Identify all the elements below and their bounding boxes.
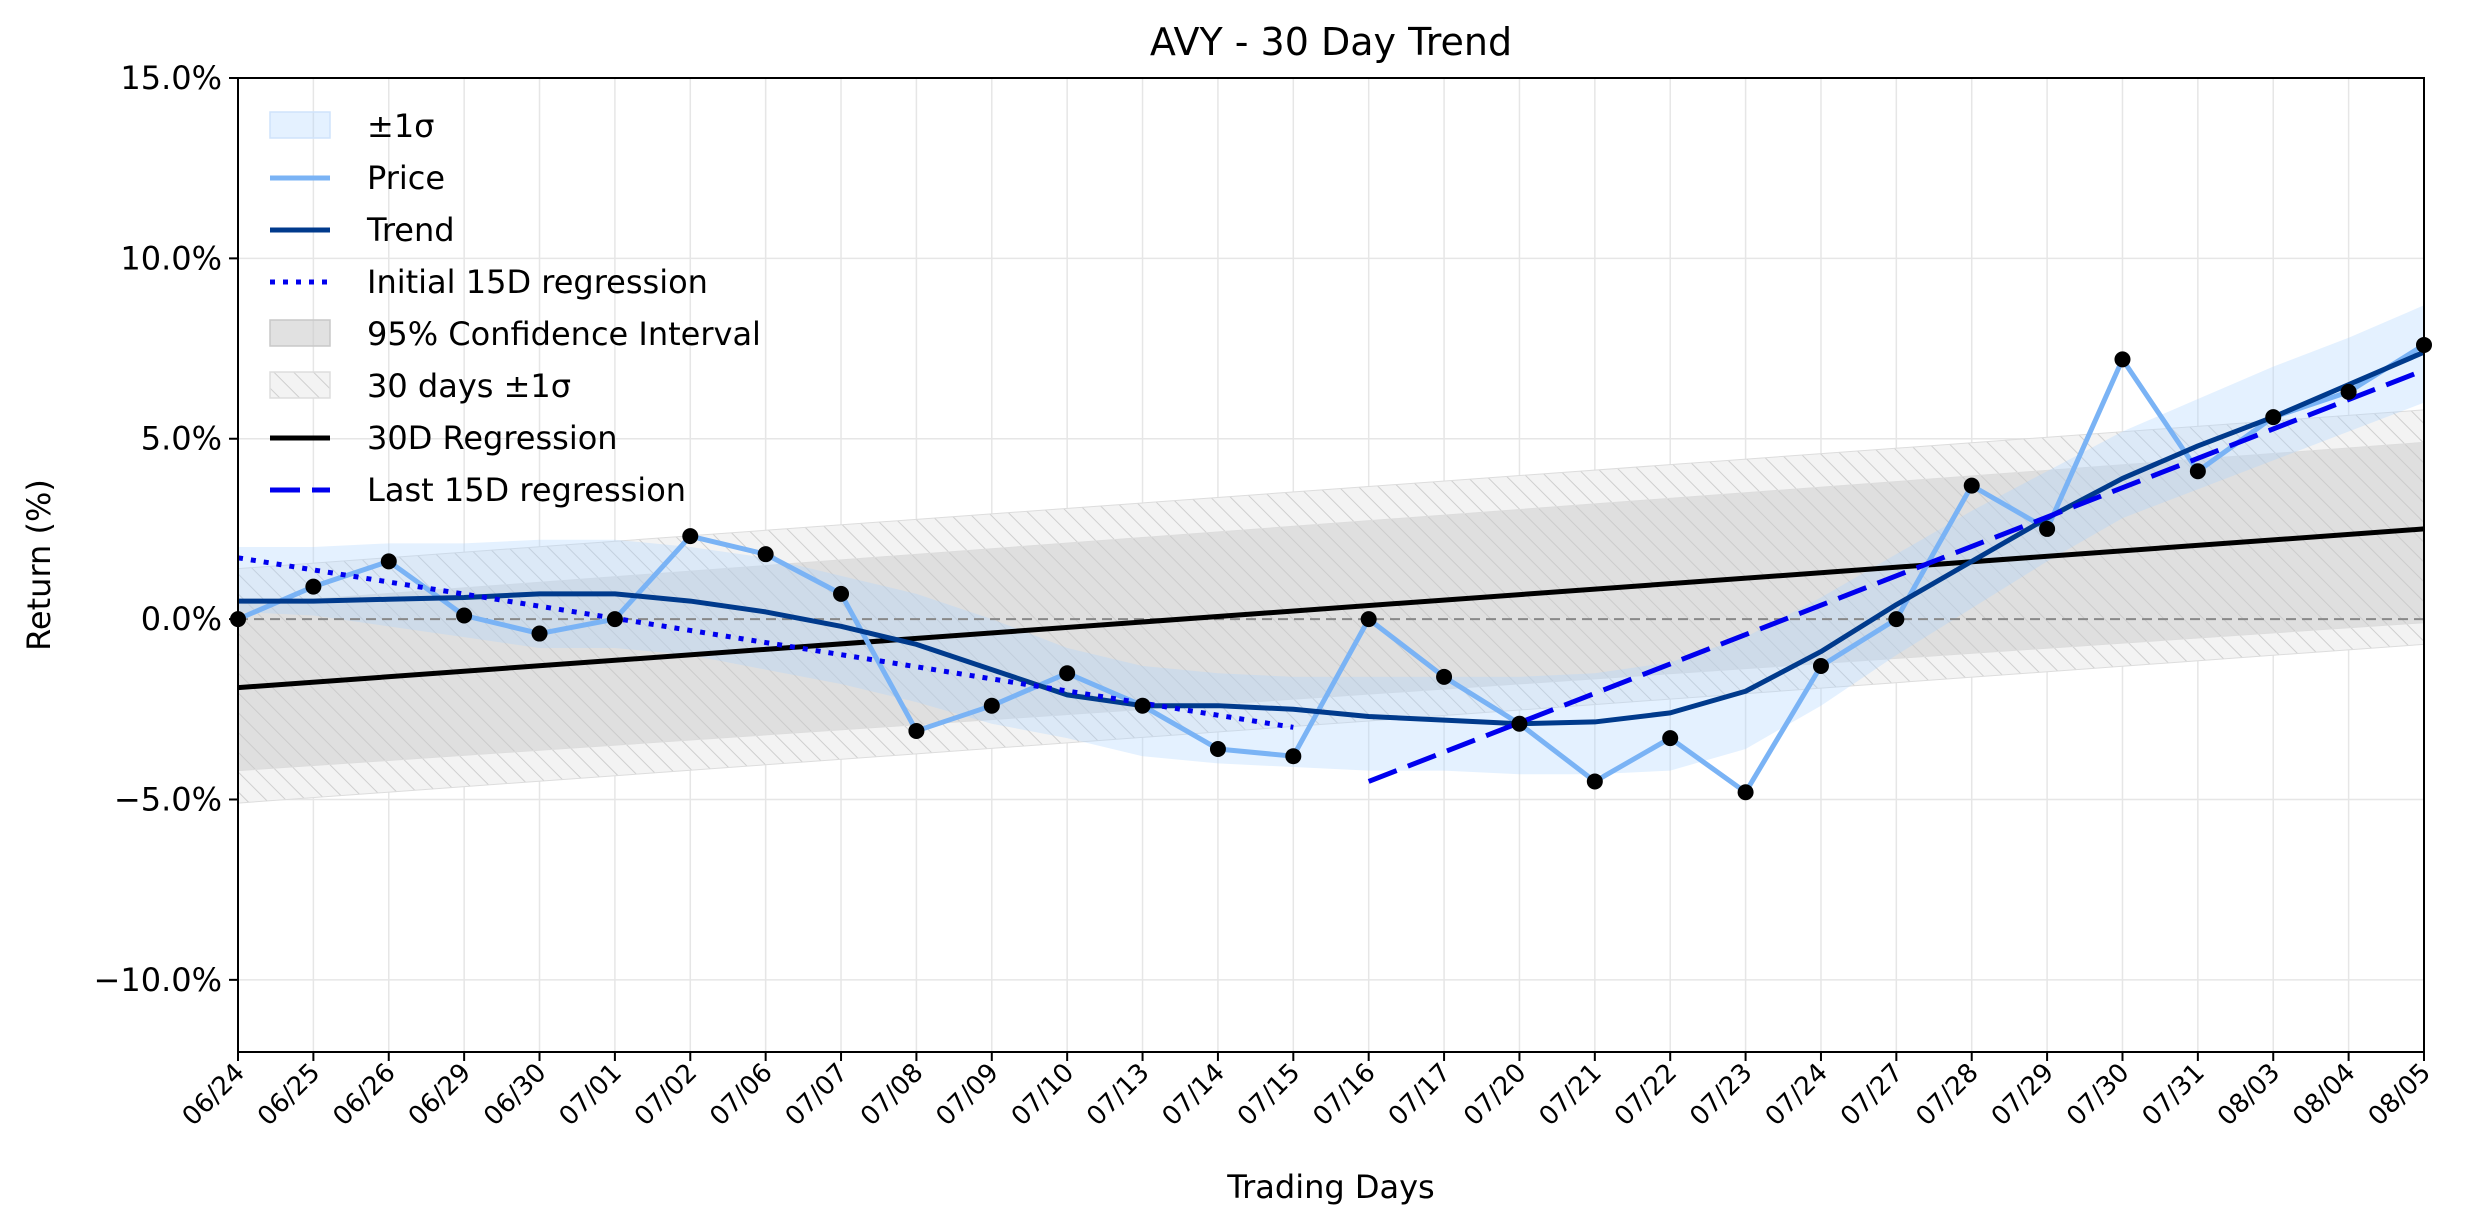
legend-swatch bbox=[269, 371, 331, 399]
price-markers bbox=[230, 336, 2432, 801]
x-tick-label: 07/30 bbox=[2061, 1058, 2135, 1132]
x-tick-label: 08/05 bbox=[2363, 1058, 2437, 1132]
x-tick-label: 07/24 bbox=[1760, 1058, 1834, 1132]
y-axis-label: Return (%) bbox=[20, 479, 58, 651]
price-marker bbox=[531, 625, 548, 642]
price-marker bbox=[2114, 351, 2131, 368]
price-line bbox=[238, 342, 2424, 795]
price-marker bbox=[1436, 668, 1453, 685]
x-tick-label: 07/17 bbox=[1383, 1058, 1457, 1132]
x-tick-label: 07/16 bbox=[1307, 1058, 1381, 1132]
regression-initial-15d-line bbox=[238, 555, 1294, 730]
legend-label: Initial 15D regression bbox=[367, 263, 708, 301]
price-marker bbox=[757, 546, 774, 563]
price-marker bbox=[1662, 730, 1679, 747]
legend-label: ±1σ bbox=[367, 107, 434, 145]
price-marker bbox=[983, 697, 1000, 714]
x-tick-label: 07/09 bbox=[931, 1058, 1005, 1132]
price-marker bbox=[1963, 477, 1980, 494]
legend-label: Price bbox=[367, 159, 445, 197]
x-tick-label: 06/25 bbox=[252, 1058, 326, 1132]
x-tick-label: 07/22 bbox=[1609, 1058, 1683, 1132]
price-marker bbox=[1812, 658, 1829, 675]
chart-title: AVY - 30 Day Trend bbox=[1150, 20, 1512, 64]
plot-frame bbox=[237, 77, 2425, 1053]
series-lines bbox=[238, 342, 2424, 795]
y-tick-label: 10.0% bbox=[120, 239, 222, 277]
price-marker bbox=[2340, 383, 2357, 400]
x-tick-label: 07/15 bbox=[1232, 1058, 1306, 1132]
price-marker bbox=[2189, 463, 2206, 480]
price-marker bbox=[456, 607, 473, 624]
y-tick-label: 0.0% bbox=[141, 600, 222, 638]
price-marker bbox=[1059, 665, 1076, 682]
price-marker bbox=[1209, 740, 1226, 757]
price-marker bbox=[2265, 409, 2282, 426]
x-tick-label: 06/29 bbox=[403, 1058, 477, 1132]
legend-label: Trend bbox=[366, 211, 455, 249]
price-marker bbox=[1586, 773, 1603, 790]
y-tick-label: −10.0% bbox=[94, 961, 222, 999]
x-tick-label: 07/02 bbox=[629, 1058, 703, 1132]
x-tick-label: 07/13 bbox=[1081, 1058, 1155, 1132]
x-tick-label: 07/23 bbox=[1684, 1058, 1758, 1132]
price-marker bbox=[1285, 748, 1302, 765]
price-marker bbox=[1360, 611, 1377, 628]
legend-label: Last 15D regression bbox=[367, 471, 686, 509]
price-marker bbox=[1511, 715, 1528, 732]
price-marker bbox=[2039, 520, 2056, 537]
legend-swatch bbox=[269, 319, 331, 347]
y-tick-label: 15.0% bbox=[120, 59, 222, 97]
legend: ±1σ Price Trend Initial 15D regression 95% C… bbox=[269, 107, 761, 509]
y-tick-label: 5.0% bbox=[141, 420, 222, 458]
x-tick-label: 07/27 bbox=[1835, 1058, 1909, 1132]
y-tick-label: −5.0% bbox=[114, 780, 222, 818]
regression-30d-line bbox=[238, 526, 2424, 691]
price-marker bbox=[305, 578, 322, 595]
legend-label: 95% Confidence Interval bbox=[367, 315, 761, 353]
price-marker bbox=[606, 611, 623, 628]
x-tick-label: 08/03 bbox=[2212, 1058, 2286, 1132]
x-tick-label: 07/14 bbox=[1157, 1058, 1231, 1132]
price-marker bbox=[380, 553, 397, 570]
legend-label: 30 days ±1σ bbox=[367, 367, 571, 405]
x-tick-label: 07/08 bbox=[855, 1058, 929, 1132]
x-tick-label: 07/07 bbox=[780, 1058, 854, 1132]
x-tick-label: 07/29 bbox=[1986, 1058, 2060, 1132]
price-marker bbox=[682, 528, 699, 545]
x-tick-label: 07/01 bbox=[554, 1058, 628, 1132]
price-marker bbox=[1888, 611, 1905, 628]
x-tick-label: 06/24 bbox=[177, 1058, 251, 1132]
price-marker bbox=[908, 722, 925, 739]
x-tick-label: 06/30 bbox=[478, 1058, 552, 1132]
x-tick-label: 07/06 bbox=[704, 1058, 778, 1132]
regression-last-15d-line bbox=[1367, 367, 2424, 784]
x-axis-label: Trading Days bbox=[1226, 1168, 1434, 1206]
price-marker bbox=[1737, 784, 1754, 801]
x-tick-label: 07/31 bbox=[2137, 1058, 2211, 1132]
legend-swatch bbox=[269, 111, 331, 139]
price-marker bbox=[1134, 697, 1151, 714]
x-tick-label: 07/28 bbox=[1910, 1058, 1984, 1132]
x-tick-label: 07/10 bbox=[1006, 1058, 1080, 1132]
price-marker bbox=[833, 585, 850, 602]
x-tick-label: 07/20 bbox=[1458, 1058, 1532, 1132]
x-tick-label: 06/26 bbox=[328, 1058, 402, 1132]
x-tick-label: 07/21 bbox=[1534, 1058, 1608, 1132]
band-sigma bbox=[238, 305, 2424, 775]
legend-label: 30D Regression bbox=[367, 419, 618, 457]
x-tick-label: 08/04 bbox=[2287, 1058, 2361, 1132]
